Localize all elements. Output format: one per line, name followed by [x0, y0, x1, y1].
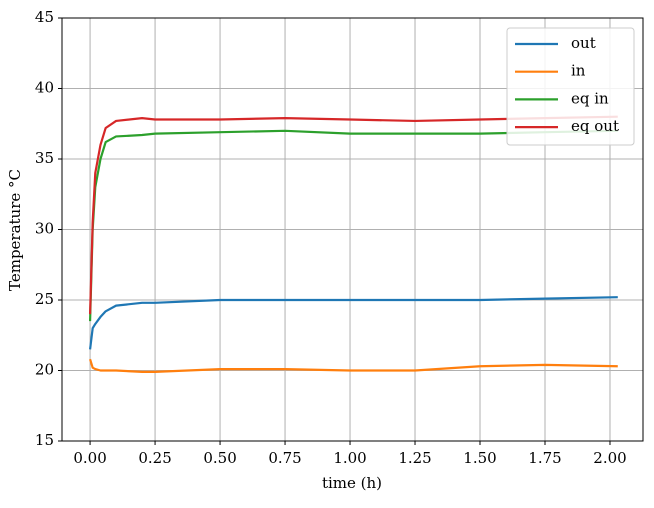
- legend-label: in: [571, 62, 586, 80]
- x-tick-label: 1.50: [463, 449, 496, 467]
- x-axis-label: time (h): [322, 474, 382, 492]
- x-tick-label: 2.00: [593, 449, 626, 467]
- series-line: [88, 115, 618, 315]
- legend-label: eq out: [571, 117, 619, 135]
- x-tick-label: 0.25: [138, 449, 171, 467]
- y-axis-label: Temperature °C: [6, 169, 24, 291]
- legend-label: eq in: [571, 89, 609, 107]
- x-tick-label: 1.25: [398, 449, 431, 467]
- x-tick-label: 0.00: [73, 449, 106, 467]
- series-line: [89, 358, 618, 374]
- series-line: [88, 296, 618, 350]
- legend-box: [506, 27, 635, 146]
- plot-frame: [61, 17, 644, 442]
- x-tick-label: 0.75: [268, 449, 301, 467]
- series-line: [88, 129, 618, 322]
- y-tick-label: 30: [35, 220, 54, 238]
- legend-label: out: [571, 34, 596, 52]
- y-tick-label: 15: [35, 431, 54, 449]
- y-tick-label: 20: [35, 361, 54, 379]
- x-tick-label: 1.00: [333, 449, 366, 467]
- y-tick-label: 35: [35, 149, 54, 167]
- y-tick-label: 25: [35, 290, 54, 308]
- y-tick-label: 45: [35, 8, 54, 26]
- x-tick-label: 1.75: [528, 449, 561, 467]
- y-tick-label: 40: [35, 79, 54, 97]
- x-tick-label: 0.50: [203, 449, 236, 467]
